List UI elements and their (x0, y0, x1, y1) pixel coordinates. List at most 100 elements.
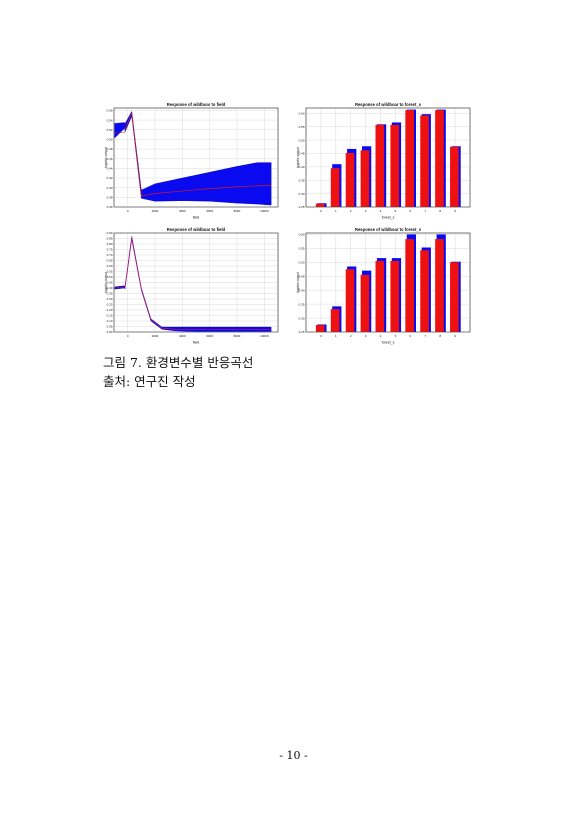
y-axis-label: logistic output (104, 147, 108, 168)
chart-svg: Response of wildboar to forest_s 0.25 0.30… (296, 227, 471, 345)
figure-caption: 그림 7. 환경변수별 반응곡선 출처: 연구진 작성 (103, 353, 253, 391)
bar-mean (405, 110, 414, 207)
bar-mean (435, 239, 444, 332)
y-tick-label: 0.36 (107, 205, 113, 209)
y-tick-label: 0.50 (107, 275, 113, 279)
bar-mean (405, 239, 414, 332)
y-tick-label: 0.60 (299, 112, 305, 116)
y-tick-label: 0.40 (299, 288, 305, 292)
y-tick-label: 0.75 (107, 248, 113, 252)
chart-svg: Response of wildboar to field 0.000.05 0.1… (104, 227, 279, 345)
plot-frame (113, 107, 279, 208)
y-tick-label: 0.30 (299, 316, 305, 320)
x-tick-label: 10000 (260, 334, 269, 338)
x-tick-label: 8000 (234, 334, 241, 338)
y-tick-label: 0.30 (299, 192, 305, 196)
bar-mean (375, 124, 385, 207)
x-tick-label: 8000 (234, 209, 241, 213)
y-tick-label: 0.10 (107, 319, 113, 323)
x-axis-label: forest_s (382, 341, 395, 345)
box-mean-line (114, 287, 125, 289)
x-tick-label: 0 (320, 334, 322, 338)
y-tick-label: 0.15 (107, 314, 113, 318)
x-tick-label: 10000 (260, 209, 269, 213)
y-tick-label: 0.48 (107, 147, 113, 151)
x-tick-label: 0 (127, 334, 129, 338)
y-tick-label: 0.90 (107, 231, 113, 235)
confidence-band (124, 110, 272, 206)
x-tick-label: 3 (365, 334, 367, 338)
x-tick-label: 6000 (206, 334, 213, 338)
chart-title: Response of wildboar to forest_s (355, 102, 422, 107)
x-tick-label: 1 (335, 334, 337, 338)
x-tick-label: 4 (380, 209, 382, 213)
y-tick-label: 0.60 (299, 233, 305, 237)
bar-mean (420, 250, 429, 332)
y-tick-label: 0.60 (107, 264, 113, 268)
mean-response-line (124, 237, 272, 330)
y-tick-label: 0.45 (299, 152, 305, 156)
x-tick-label: 4000 (179, 209, 186, 213)
chart-svg: Response of wildboar to field 0.36 0.38 0.4… (104, 102, 279, 220)
bar-mean (450, 262, 459, 332)
mean-response-line (124, 112, 272, 197)
y-tick-label: 0.40 (107, 186, 113, 190)
plot-frame (305, 107, 471, 208)
bar-mean (360, 150, 370, 207)
chart-title: Response of wildboar to forest_s (355, 227, 422, 232)
figure-caption-source: 출처: 연구진 작성 (103, 374, 196, 389)
y-tick-label: 0.40 (107, 286, 113, 290)
x-tick-label: 2000 (152, 334, 159, 338)
x-tick-label: 2 (350, 209, 352, 213)
y-tick-label: 0.20 (107, 308, 113, 312)
y-tick-label: 0.46 (107, 157, 113, 161)
figure-caption-title: 그림 7. 환경변수별 반응곡선 (103, 355, 254, 370)
field-response-chart-2: Response of wildboar to field 0.00 0.05 0.1… (104, 226, 284, 345)
x-tick-label: 4000 (179, 334, 186, 338)
x-tick-label: 8 (439, 209, 441, 213)
y-tick-label: 0.00 (107, 330, 113, 334)
y-tick-label: 0.35 (299, 302, 305, 306)
y-tick-label: 0.54 (107, 118, 113, 122)
x-axis-label: forest_s (382, 216, 395, 220)
bar-mean (375, 260, 385, 332)
y-tick-label: 0.44 (107, 167, 113, 171)
x-axis-label: field (193, 341, 200, 345)
x-tick-label: 6 (410, 334, 412, 338)
x-tick-label: 7 (424, 209, 426, 213)
y-tick-label: 0.85 (107, 237, 113, 241)
bar-mean (330, 309, 340, 332)
y-tick-label: 0.42 (107, 176, 113, 180)
bar-mean (345, 152, 355, 207)
x-tick-label: 1 (335, 209, 337, 213)
bar-mean (330, 168, 340, 207)
chart-title: Response of wildboar to field (167, 227, 226, 232)
y-tick-label: 0.38 (107, 196, 113, 200)
bar-mean (390, 260, 400, 332)
x-tick-label: 7 (424, 334, 426, 338)
y-tick-label: 0.45 (299, 274, 305, 278)
y-tick-label: 0.55 (299, 125, 305, 129)
y-tick-label: 0.25 (107, 303, 113, 307)
forest-response-chart-2: Response of wildboar to forest_s 0.25 0.30… (296, 226, 476, 345)
x-tick-label: 0 (320, 209, 322, 213)
uncertainty-box (114, 285, 125, 290)
x-tick-label: 9 (454, 334, 456, 338)
y-tick-label: 0.25 (299, 330, 305, 334)
y-tick-label: 0.50 (299, 260, 305, 264)
x-tick-label: 6000 (206, 209, 213, 213)
bar-mean (315, 203, 325, 207)
bar-mean (315, 325, 325, 332)
y-axis-label: logistic output (296, 147, 300, 168)
y-tick-label: 0.05 (107, 325, 113, 329)
y-tick-label: 0.35 (107, 292, 113, 296)
page-number: - 10 - (279, 749, 308, 762)
bar-mean (360, 274, 370, 332)
chart-title: Response of wildboar to field (167, 102, 226, 107)
bar-mean (345, 269, 355, 332)
bar-mean (390, 124, 400, 207)
x-axis-label: field (193, 216, 200, 220)
x-tick-label: 5 (395, 334, 397, 338)
y-tick-label: 0.50 (107, 138, 113, 142)
x-tick-label: 0 (127, 209, 129, 213)
